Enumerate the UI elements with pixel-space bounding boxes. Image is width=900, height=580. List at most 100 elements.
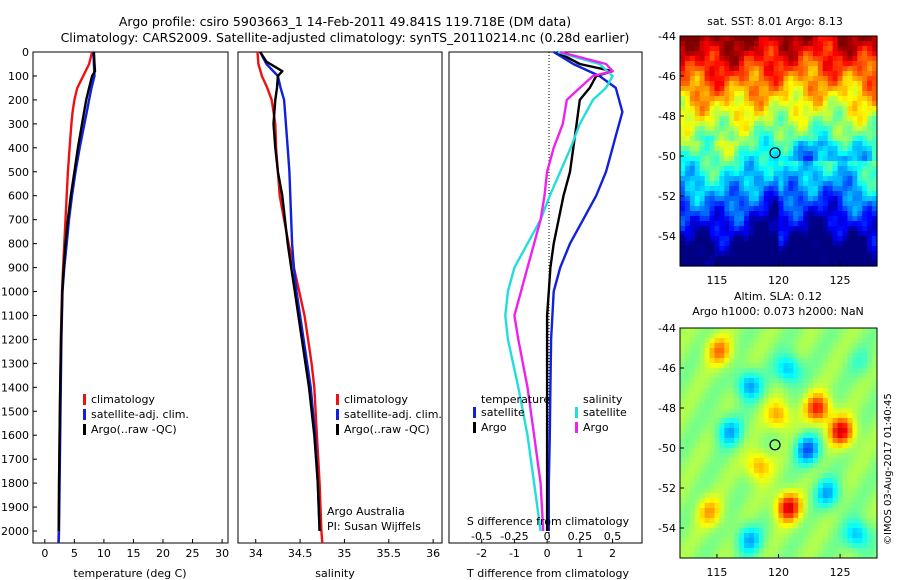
map-cell (847, 101, 853, 107)
map-cell (689, 226, 696, 232)
map-cell (680, 388, 686, 394)
map-cell (832, 86, 839, 92)
map-cell (704, 348, 711, 354)
map-cell (758, 81, 765, 87)
map-cell (822, 231, 829, 237)
map-cell (744, 533, 750, 539)
map-cell (817, 333, 824, 339)
map-cell (719, 463, 725, 469)
map-cell (773, 41, 780, 47)
map-cell (719, 231, 725, 237)
map-cell (867, 56, 873, 62)
map-cell (763, 116, 770, 122)
map-cell (709, 226, 716, 232)
map-cell (704, 328, 711, 334)
map-cell (817, 141, 824, 147)
map-cell (808, 343, 814, 349)
map-cell (734, 493, 740, 499)
map-cell (872, 523, 878, 529)
map-cell (862, 71, 868, 77)
map-cell (793, 448, 799, 454)
map-cell (684, 548, 691, 554)
map-cell (719, 328, 725, 334)
map-cell (724, 533, 730, 539)
map-cell (744, 36, 750, 42)
map-cell (758, 473, 765, 479)
map-cell (739, 543, 745, 549)
map-cell (832, 91, 839, 97)
map-cell (763, 86, 770, 92)
map-cell (689, 151, 696, 157)
map-cell (744, 333, 750, 339)
map-cell (793, 66, 799, 72)
map-cell (719, 423, 725, 429)
map-cell (852, 513, 858, 519)
map-cell (773, 156, 780, 162)
map-cell (739, 548, 745, 554)
map-cell (748, 131, 755, 137)
map-cell (739, 368, 745, 374)
map-cell (788, 363, 794, 369)
map-cell (684, 393, 691, 399)
map-cell (734, 251, 740, 257)
map-cell (857, 403, 863, 409)
map-cell (744, 378, 750, 384)
map-cell (847, 161, 853, 167)
map-cell (857, 201, 863, 207)
map-cell (812, 393, 819, 399)
map-cell (867, 221, 873, 227)
map-cell (788, 478, 794, 484)
map-cell (783, 388, 789, 394)
map-cell (778, 403, 785, 409)
map-cell (857, 261, 863, 267)
map-cell (694, 216, 701, 222)
map-cell (729, 533, 735, 539)
map-cell (808, 171, 814, 177)
map-cell (714, 328, 720, 334)
map-cell (837, 46, 844, 52)
map-cell (724, 51, 730, 57)
map-cell (709, 453, 716, 459)
map-cell (684, 236, 691, 242)
map-cell (817, 56, 824, 62)
map-cell (832, 463, 839, 469)
depth-tick-label: 0 (22, 46, 29, 59)
map-cell (744, 458, 750, 464)
map-cell (699, 146, 706, 152)
map-cell (773, 388, 780, 394)
map-cell (837, 186, 844, 192)
lat-tick-label: -48 (658, 402, 676, 415)
map-cell (837, 221, 844, 227)
map-cell (694, 181, 701, 187)
map-cell (699, 81, 706, 87)
map-cell (694, 81, 701, 87)
map-cell (684, 116, 691, 122)
map-cell (783, 176, 789, 182)
legend-swatch (336, 424, 339, 435)
map-cell (680, 333, 686, 339)
map-cell (817, 186, 824, 192)
map-cell (808, 216, 814, 222)
map-cell (689, 418, 696, 424)
map-cell (753, 236, 760, 242)
map-cell (763, 131, 770, 137)
map-cell (748, 348, 755, 354)
map-cell (812, 498, 819, 504)
map-cell (867, 513, 873, 519)
map-cell (744, 498, 750, 504)
map-cell (684, 538, 691, 544)
map-cell (788, 433, 794, 439)
map-cell (857, 338, 863, 344)
map-cell (862, 543, 868, 549)
map-cell (803, 483, 809, 489)
map-cell (694, 343, 701, 349)
map-cell (847, 543, 853, 549)
map-cell (748, 483, 755, 489)
map-cell (763, 473, 770, 479)
map-cell (758, 508, 765, 514)
map-cell (827, 378, 834, 384)
map-cell (768, 116, 775, 122)
map-cell (867, 458, 873, 464)
map-cell (694, 131, 701, 137)
map-cell (817, 378, 824, 384)
